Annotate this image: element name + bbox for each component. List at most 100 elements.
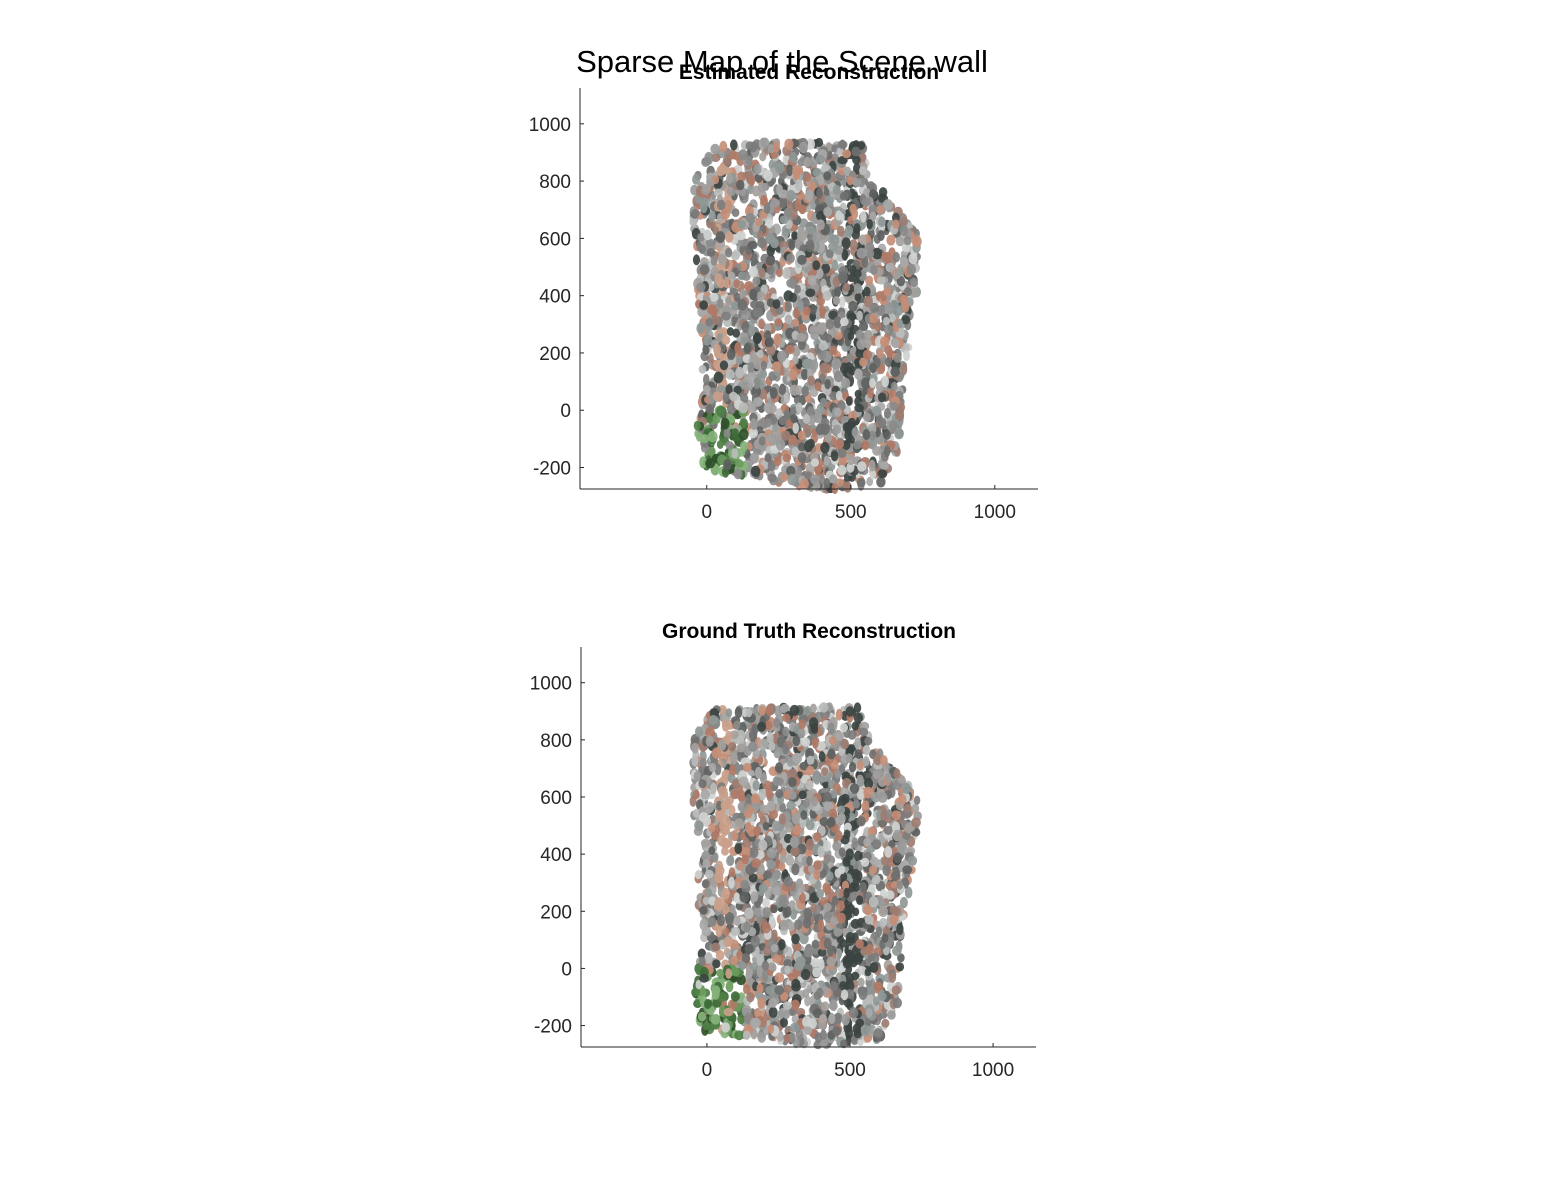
point — [725, 730, 733, 740]
point — [863, 286, 871, 297]
point — [877, 392, 887, 403]
point — [749, 288, 758, 301]
point — [819, 362, 829, 374]
point — [825, 318, 834, 330]
point — [801, 358, 812, 368]
point — [789, 151, 797, 163]
point — [909, 277, 918, 288]
point — [810, 331, 820, 340]
point — [781, 430, 791, 441]
point — [699, 300, 708, 310]
point — [733, 892, 741, 904]
point — [757, 721, 767, 732]
point — [847, 365, 857, 376]
point — [906, 263, 916, 275]
point — [778, 939, 786, 951]
point — [789, 292, 797, 303]
point — [707, 247, 716, 257]
point — [893, 354, 902, 363]
point — [817, 919, 825, 932]
point — [730, 991, 740, 1002]
point — [731, 428, 739, 438]
point — [789, 704, 800, 716]
point — [784, 300, 793, 313]
point — [716, 914, 726, 927]
point — [889, 916, 898, 926]
point — [846, 176, 854, 186]
point — [857, 977, 865, 988]
point — [747, 403, 756, 414]
point — [733, 468, 743, 480]
point — [761, 922, 771, 934]
point — [765, 337, 774, 348]
point — [739, 289, 747, 298]
point — [696, 322, 705, 334]
point — [888, 972, 897, 983]
point — [765, 985, 775, 995]
point — [873, 981, 883, 991]
point — [868, 459, 876, 472]
point — [736, 230, 746, 241]
point — [753, 332, 762, 344]
point — [763, 169, 773, 182]
point — [807, 274, 817, 286]
point — [869, 378, 876, 389]
point — [858, 321, 869, 332]
point — [691, 742, 699, 754]
point — [853, 440, 862, 450]
point — [758, 436, 766, 446]
point — [872, 247, 882, 260]
point — [884, 846, 893, 858]
point — [710, 782, 717, 795]
point — [707, 282, 715, 292]
point — [770, 238, 780, 249]
point — [876, 276, 886, 285]
point — [734, 342, 742, 354]
point — [815, 423, 826, 436]
point — [723, 459, 732, 471]
point — [745, 212, 755, 223]
point — [726, 327, 734, 336]
point — [769, 387, 778, 399]
point — [762, 821, 770, 831]
point — [854, 737, 861, 750]
point — [798, 204, 807, 214]
point — [847, 215, 854, 225]
point — [704, 887, 713, 898]
point — [911, 803, 920, 814]
point — [773, 886, 781, 896]
point — [729, 752, 738, 765]
point — [900, 216, 908, 227]
point — [811, 957, 820, 968]
point — [829, 999, 838, 1012]
y-tick-label: 400 — [539, 287, 571, 308]
point — [832, 296, 841, 306]
point — [774, 318, 783, 327]
point — [710, 153, 721, 163]
point — [788, 434, 798, 447]
point — [877, 230, 885, 241]
point — [708, 211, 716, 222]
point — [758, 738, 769, 751]
point — [823, 455, 830, 466]
point — [860, 211, 867, 223]
point — [892, 251, 900, 263]
point — [829, 391, 838, 401]
point — [863, 295, 873, 308]
point — [883, 445, 891, 458]
point — [712, 391, 723, 402]
point — [748, 325, 756, 337]
point — [727, 854, 735, 866]
point — [788, 1032, 796, 1044]
point — [693, 420, 701, 431]
point — [782, 366, 790, 378]
point — [902, 865, 913, 875]
point — [876, 476, 886, 488]
point — [843, 282, 851, 292]
point — [703, 374, 710, 386]
point — [892, 270, 901, 280]
y-tick-label: 600 — [539, 229, 571, 250]
point — [805, 288, 816, 298]
point — [778, 416, 787, 426]
